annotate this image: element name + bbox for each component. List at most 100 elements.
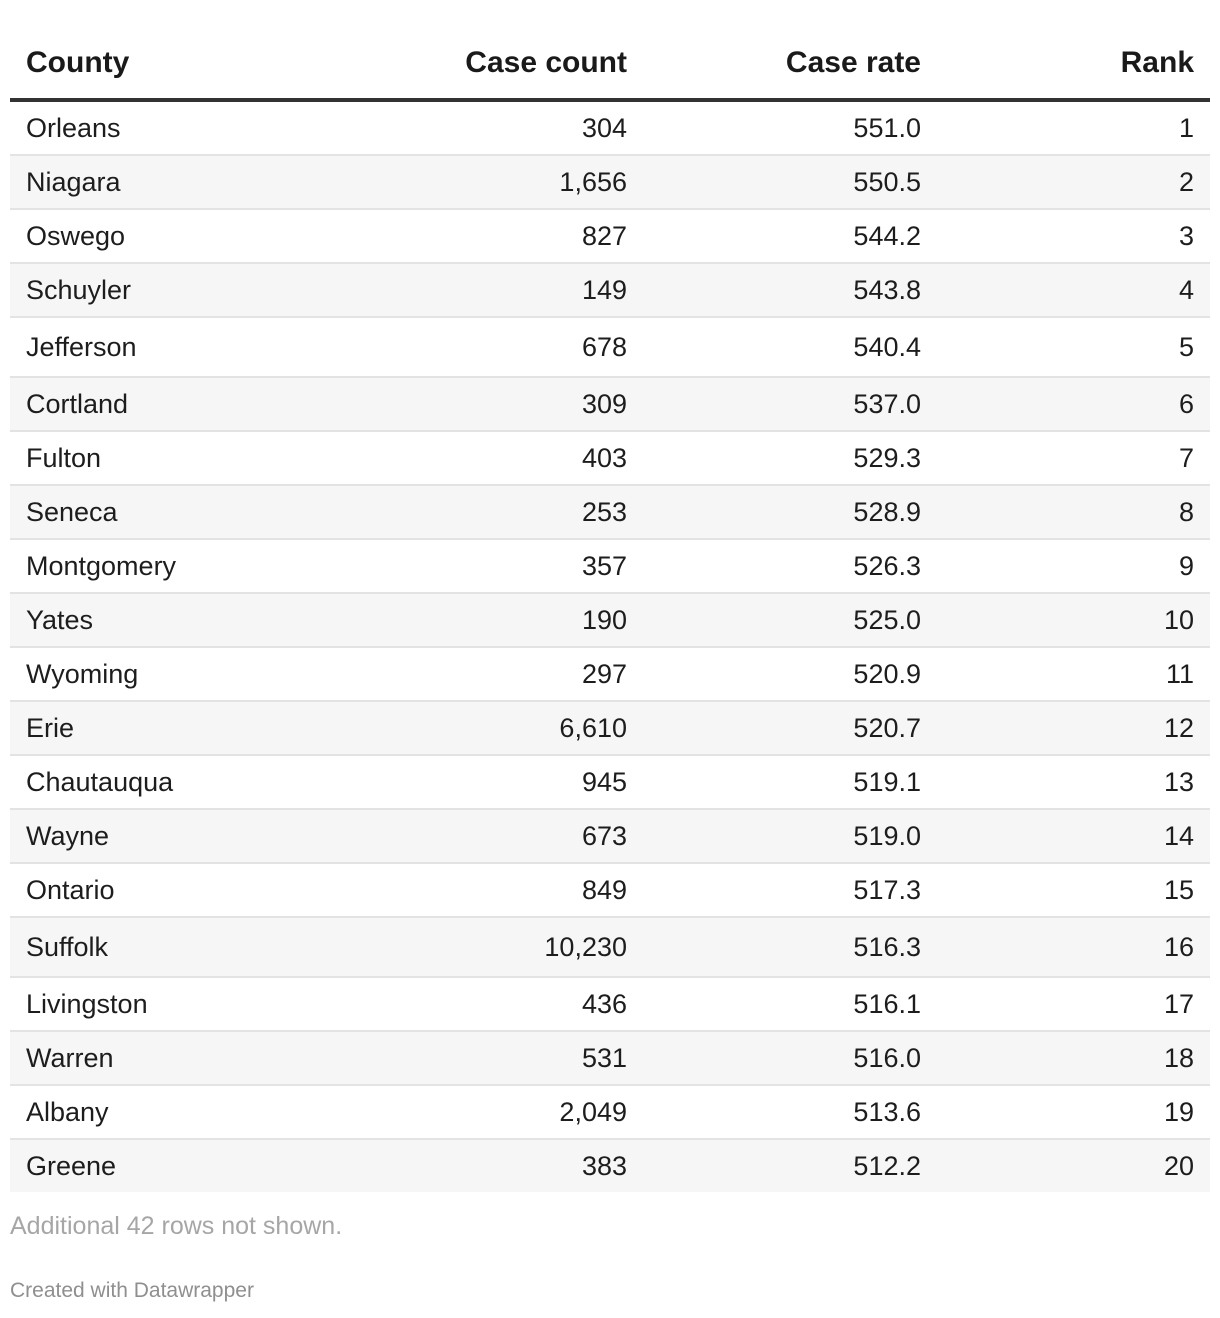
cell-case-count: 531 [327, 1031, 627, 1086]
cell-case-rate: 540.4 [627, 317, 921, 378]
cell-case-count: 309 [327, 377, 627, 432]
cell-case-rate: 517.3 [627, 863, 921, 918]
cell-rank: 17 [921, 977, 1210, 1032]
table-row: Suffolk 10,230 516.3 16 [10, 917, 1210, 978]
cell-county: Ontario [10, 863, 327, 918]
cell-case-count: 673 [327, 809, 627, 864]
cell-case-count: 1,656 [327, 155, 627, 210]
cell-case-rate: 537.0 [627, 377, 921, 432]
cell-county: Erie [10, 701, 327, 756]
table-row: Seneca 253 528.9 8 [10, 485, 1210, 540]
cell-case-rate: 525.0 [627, 593, 921, 648]
cell-case-count: 678 [327, 317, 627, 378]
cell-case-count: 383 [327, 1139, 627, 1192]
cell-rank: 1 [921, 100, 1210, 156]
cell-case-count: 6,610 [327, 701, 627, 756]
cell-county: Albany [10, 1085, 327, 1140]
cell-rank: 10 [921, 593, 1210, 648]
cell-rank: 9 [921, 539, 1210, 594]
cell-county: Oswego [10, 209, 327, 264]
cell-rank: 20 [921, 1139, 1210, 1192]
cell-county: Chautauqua [10, 755, 327, 810]
cell-rank: 7 [921, 431, 1210, 486]
table-row: Wayne 673 519.0 14 [10, 809, 1210, 864]
cell-rank: 16 [921, 917, 1210, 978]
cell-rank: 3 [921, 209, 1210, 264]
cell-case-rate: 550.5 [627, 155, 921, 210]
cell-county: Schuyler [10, 263, 327, 318]
cell-rank: 11 [921, 647, 1210, 702]
cell-county: Montgomery [10, 539, 327, 594]
cell-county: Orleans [10, 100, 327, 156]
cell-county: Wyoming [10, 647, 327, 702]
cell-case-rate: 520.9 [627, 647, 921, 702]
column-header-case-count[interactable]: Case count [327, 40, 627, 102]
data-table: County Case count Case rate Rank Orleans… [10, 40, 1210, 1192]
cell-county: Yates [10, 593, 327, 648]
cell-rank: 8 [921, 485, 1210, 540]
cell-case-count: 253 [327, 485, 627, 540]
cell-case-count: 2,049 [327, 1085, 627, 1140]
table-row: Erie 6,610 520.7 12 [10, 701, 1210, 756]
cell-case-rate: 544.2 [627, 209, 921, 264]
cell-case-count: 190 [327, 593, 627, 648]
table-container: County Case count Case rate Rank Orleans… [10, 0, 1210, 1303]
cell-case-count: 827 [327, 209, 627, 264]
column-header-county[interactable]: County [10, 40, 327, 102]
cell-rank: 5 [921, 317, 1210, 378]
cell-case-count: 436 [327, 977, 627, 1032]
column-header-case-rate[interactable]: Case rate [627, 40, 921, 102]
cell-county: Warren [10, 1031, 327, 1086]
cell-county: Suffolk [10, 917, 327, 978]
header-row: County Case count Case rate Rank [10, 40, 1210, 102]
column-header-rank[interactable]: Rank [921, 40, 1210, 102]
cell-rank: 13 [921, 755, 1210, 810]
table-body: Orleans 304 551.0 1 Niagara 1,656 550.5 2 Oswego… [10, 100, 1210, 1192]
table-header: County Case count Case rate Rank [10, 40, 1210, 102]
cell-county: Fulton [10, 431, 327, 486]
cell-case-rate: 512.2 [627, 1139, 921, 1192]
cell-case-rate: 516.3 [627, 917, 921, 978]
cell-case-rate: 551.0 [627, 100, 921, 156]
cell-case-rate: 528.9 [627, 485, 921, 540]
table-row: Montgomery 357 526.3 9 [10, 539, 1210, 594]
cell-case-count: 945 [327, 755, 627, 810]
cell-case-rate: 526.3 [627, 539, 921, 594]
cell-case-rate: 516.1 [627, 977, 921, 1032]
cell-case-rate: 519.0 [627, 809, 921, 864]
cell-case-rate: 519.1 [627, 755, 921, 810]
cell-rank: 19 [921, 1085, 1210, 1140]
cell-case-rate: 516.0 [627, 1031, 921, 1086]
table-row: Orleans 304 551.0 1 [10, 100, 1210, 156]
cell-rank: 18 [921, 1031, 1210, 1086]
table-row: Albany 2,049 513.6 19 [10, 1085, 1210, 1140]
table-row: Cortland 309 537.0 6 [10, 377, 1210, 432]
table-row: Warren 531 516.0 18 [10, 1031, 1210, 1086]
cell-county: Jefferson [10, 317, 327, 378]
cell-rank: 4 [921, 263, 1210, 318]
cell-case-count: 10,230 [327, 917, 627, 978]
cell-case-count: 403 [327, 431, 627, 486]
table-row: Wyoming 297 520.9 11 [10, 647, 1210, 702]
cell-county: Greene [10, 1139, 327, 1192]
table-row: Jefferson 678 540.4 5 [10, 317, 1210, 378]
cell-case-count: 357 [327, 539, 627, 594]
table-row: Greene 383 512.2 20 [10, 1139, 1210, 1192]
cell-rank: 15 [921, 863, 1210, 918]
cell-case-rate: 529.3 [627, 431, 921, 486]
table-row: Chautauqua 945 519.1 13 [10, 755, 1210, 810]
datawrapper-credit: Created with Datawrapper [10, 1279, 254, 1302]
table-row: Fulton 403 529.3 7 [10, 431, 1210, 486]
table-row: Yates 190 525.0 10 [10, 593, 1210, 648]
cell-case-rate: 543.8 [627, 263, 921, 318]
cell-case-count: 304 [327, 100, 627, 156]
cell-county: Wayne [10, 809, 327, 864]
cell-rank: 14 [921, 809, 1210, 864]
cell-county: Seneca [10, 485, 327, 540]
cell-case-count: 849 [327, 863, 627, 918]
cell-case-count: 297 [327, 647, 627, 702]
table-row: Niagara 1,656 550.5 2 [10, 155, 1210, 210]
cell-case-rate: 520.7 [627, 701, 921, 756]
cell-case-rate: 513.6 [627, 1085, 921, 1140]
table-row: Ontario 849 517.3 15 [10, 863, 1210, 918]
